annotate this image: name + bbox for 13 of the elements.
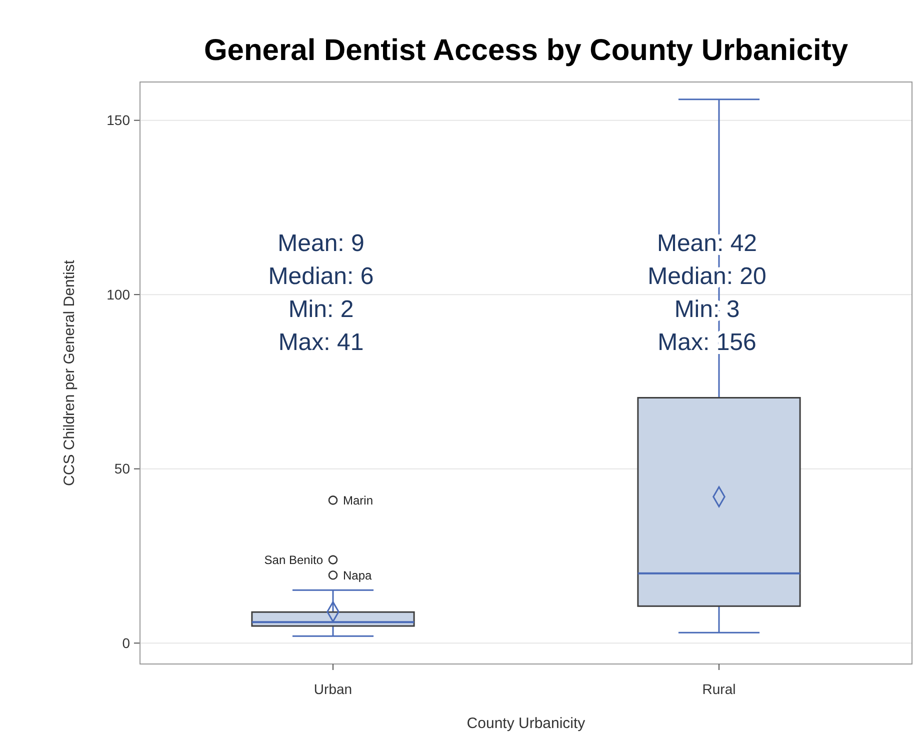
y-tick-label: 0 bbox=[122, 634, 130, 651]
y-tick-label: 100 bbox=[106, 286, 130, 302]
annotation: Mean: 9 Median: 6 Min: 2 Max: 41 bbox=[268, 230, 374, 356]
x-tick-label: Rural bbox=[702, 681, 736, 697]
x-tick-label: Urban bbox=[314, 681, 352, 697]
y-tick-label: 150 bbox=[106, 112, 130, 128]
y-tick-label: 50 bbox=[114, 460, 130, 477]
annotation: San Benito bbox=[264, 553, 324, 567]
annotation: Napa bbox=[343, 568, 372, 582]
y-axis-title: CCS Children per General Dentist bbox=[61, 259, 78, 486]
chart-title: General Dentist Access by County Urbanicity bbox=[204, 34, 848, 67]
annotation: Marin bbox=[343, 493, 374, 508]
x-axis-title: County Urbanicity bbox=[466, 715, 586, 732]
